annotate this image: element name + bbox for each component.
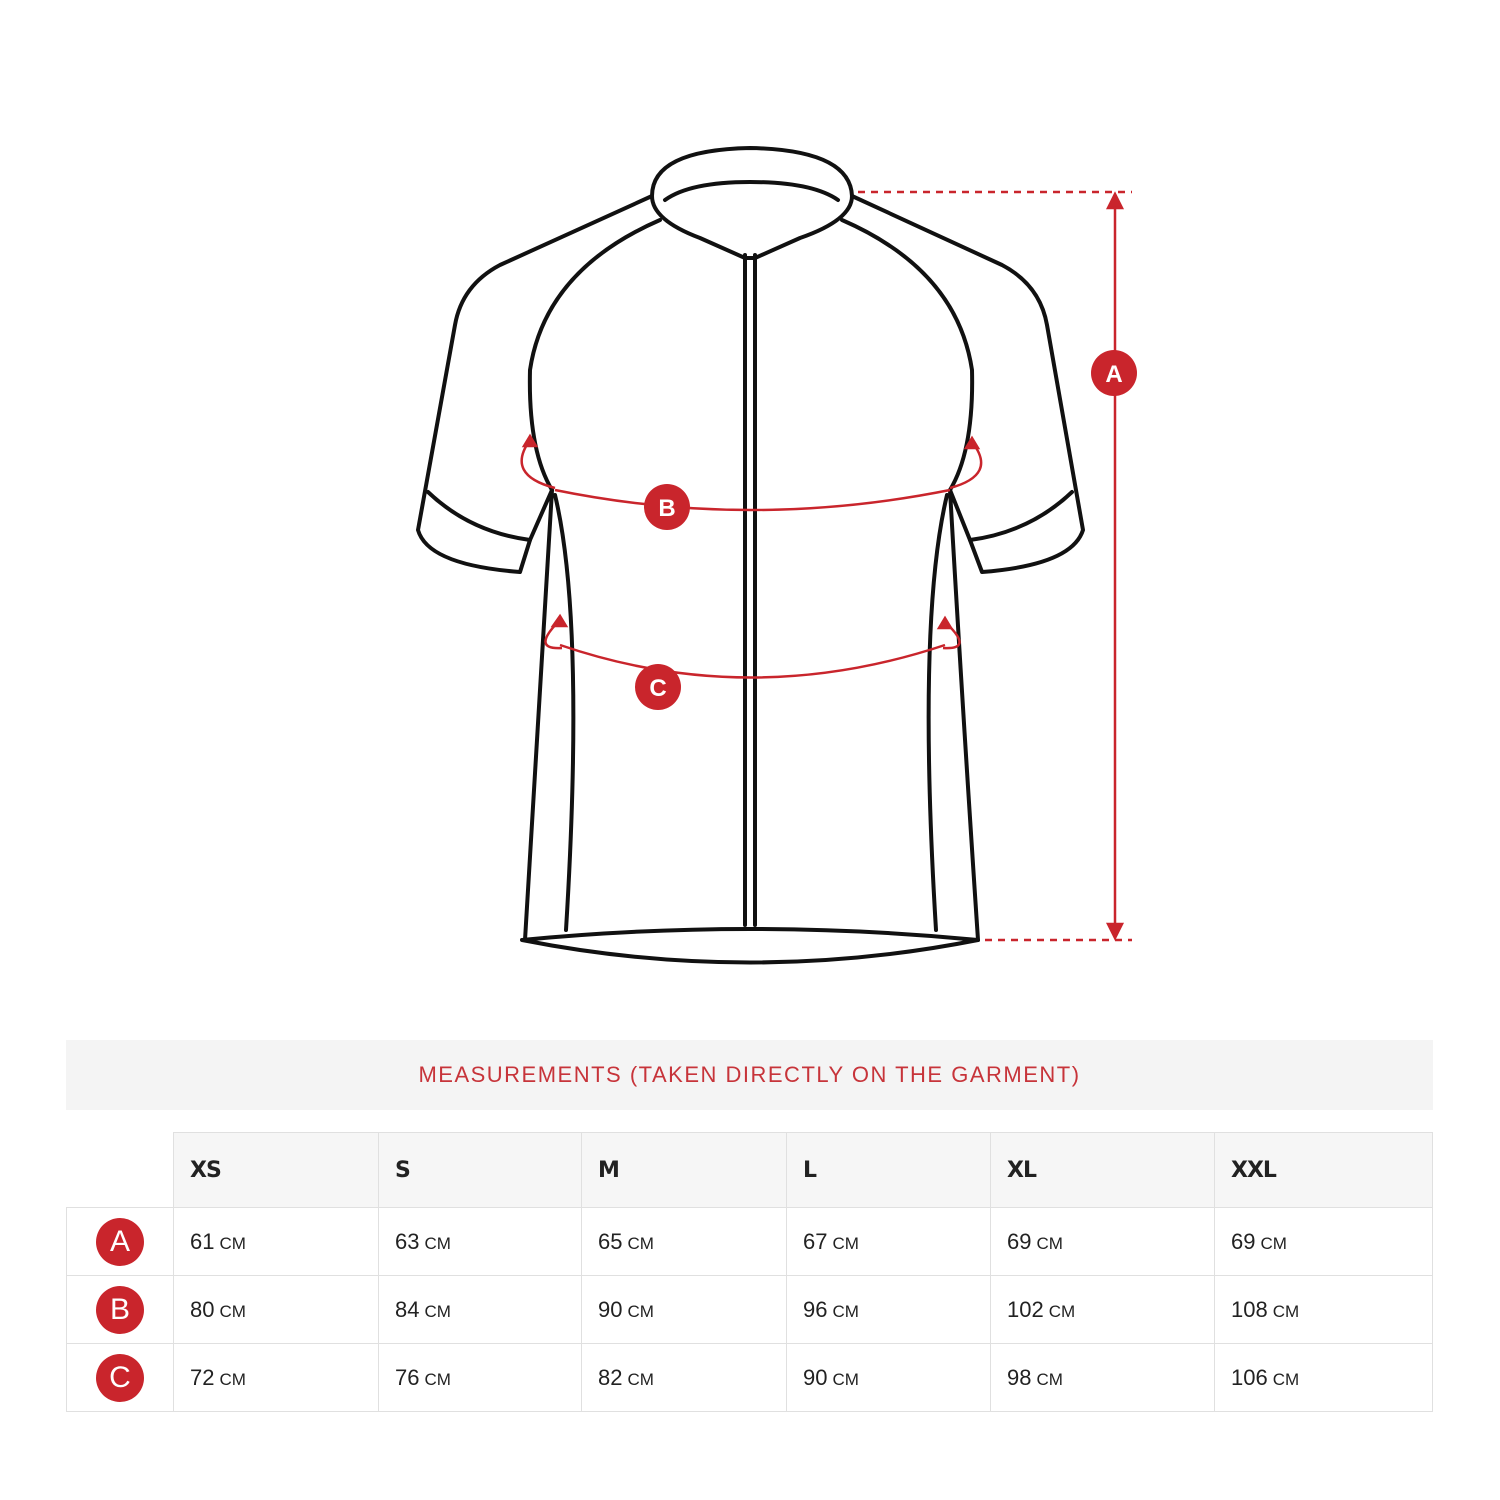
measurement-value: 90 xyxy=(598,1296,623,1322)
unit-label: CM xyxy=(1260,1233,1287,1253)
measurement-cell: 96 CM xyxy=(786,1275,991,1344)
table-row: C 72 CM 76 CM 82 CM 90 CM 98 CM 106 CM xyxy=(66,1343,1433,1412)
size-header: XL xyxy=(990,1132,1215,1208)
measurement-value: 82 xyxy=(598,1364,623,1390)
marker-c-label: C xyxy=(649,675,666,702)
measurement-value: 69 xyxy=(1231,1228,1256,1254)
hem xyxy=(520,927,980,965)
collar xyxy=(650,146,854,260)
measurement-cell: 63 CM xyxy=(378,1207,582,1276)
unit-label: CM xyxy=(424,1301,451,1321)
left-sleeve-body xyxy=(416,194,654,942)
unit-label: CM xyxy=(832,1233,859,1253)
table-row: A 61 CM 63 CM 65 CM 67 CM 69 CM 69 CM xyxy=(66,1207,1433,1276)
marker-c-icon xyxy=(635,664,681,710)
measurement-cell: 69 CM xyxy=(1214,1207,1433,1276)
measurement-cell: 61 CM xyxy=(173,1207,379,1276)
measurement-cell: 108 CM xyxy=(1214,1275,1433,1344)
unit-label: CM xyxy=(627,1301,654,1321)
unit-label: CM xyxy=(1272,1301,1300,1321)
measurement-value: 61 xyxy=(190,1228,215,1254)
marker-b-badge: B xyxy=(96,1285,144,1334)
measurement-cell: 65 CM xyxy=(581,1207,787,1276)
measurement-value: 72 xyxy=(190,1364,215,1390)
unit-label: CM xyxy=(627,1369,654,1389)
measurement-value: 90 xyxy=(803,1364,828,1390)
unit-label: CM xyxy=(1036,1233,1063,1253)
unit-label: CM xyxy=(1272,1369,1300,1389)
jersey-diagram: A B C xyxy=(416,146,1137,965)
unit-label: CM xyxy=(424,1369,451,1389)
marker-a-badge: A xyxy=(96,1217,144,1266)
marker-a-icon xyxy=(1091,350,1137,396)
measurement-value: 63 xyxy=(395,1228,420,1254)
unit-label: CM xyxy=(1048,1301,1076,1321)
measurement-cell: 69 CM xyxy=(990,1207,1215,1276)
measurement-value: 69 xyxy=(1007,1228,1032,1254)
measurement-value: 98 xyxy=(1007,1364,1032,1390)
measurement-value: 80 xyxy=(190,1296,215,1322)
zipper xyxy=(743,253,757,927)
marker-a-label: A xyxy=(1105,361,1122,388)
unit-label: CM xyxy=(1036,1369,1063,1389)
unit-label: CM xyxy=(424,1233,451,1253)
measurement-cell: 90 CM xyxy=(786,1343,991,1412)
measurement-value: 108 xyxy=(1231,1296,1268,1322)
measurement-cell: 98 CM xyxy=(990,1343,1215,1412)
table-title-band: MEASUREMENTS (TAKEN DIRECTLY ON THE GARM… xyxy=(66,1040,1433,1110)
size-header: XS xyxy=(173,1132,379,1208)
size-header: S xyxy=(378,1132,582,1208)
measurement-value: 106 xyxy=(1231,1364,1268,1390)
measurement-cell: 80 CM xyxy=(173,1275,379,1344)
measurement-value: 67 xyxy=(803,1228,828,1254)
measurement-value: 96 xyxy=(803,1296,828,1322)
marker-b-icon xyxy=(644,484,690,530)
measurement-cell: 76 CM xyxy=(378,1343,582,1412)
right-sleeve-body xyxy=(850,194,1085,942)
measurement-cell: 84 CM xyxy=(378,1275,582,1344)
measurement-value: 65 xyxy=(598,1228,623,1254)
size-header: M xyxy=(581,1132,787,1208)
unit-label: CM xyxy=(219,1301,246,1321)
corner-cell xyxy=(66,1132,174,1208)
header-row: XS S M L XL XXL xyxy=(66,1132,1433,1208)
marker-b-label: B xyxy=(658,495,675,522)
measurement-cell: 90 CM xyxy=(581,1275,787,1344)
unit-label: CM xyxy=(832,1369,859,1389)
measurement-cell: 82 CM xyxy=(581,1343,787,1412)
row-label-cell: C xyxy=(66,1343,174,1412)
size-header: XXL xyxy=(1214,1132,1433,1208)
unit-label: CM xyxy=(627,1233,654,1253)
unit-label: CM xyxy=(832,1301,859,1321)
measurement-cell: 102 CM xyxy=(990,1275,1215,1344)
unit-label: CM xyxy=(219,1369,246,1389)
size-header: L xyxy=(786,1132,991,1208)
marker-c-badge: C xyxy=(96,1353,144,1402)
row-label-cell: A xyxy=(66,1207,174,1276)
measurement-cell: 106 CM xyxy=(1214,1343,1433,1412)
measurement-cell: 67 CM xyxy=(786,1207,991,1276)
measurement-value: 84 xyxy=(395,1296,420,1322)
table-title: MEASUREMENTS (TAKEN DIRECTLY ON THE GARM… xyxy=(418,1062,1081,1087)
measurement-value: 102 xyxy=(1007,1296,1044,1322)
measurement-value: 76 xyxy=(395,1364,420,1390)
measurement-cell: 72 CM xyxy=(173,1343,379,1412)
table-row: B 80 CM 84 CM 90 CM 96 CM 102 CM 108 CM xyxy=(66,1275,1433,1344)
size-table: XS S M L XL XXL A 61 CM 63 CM 65 CM 67 CM 69 CM 69 C… xyxy=(66,1132,1433,1412)
row-label-cell: B xyxy=(66,1275,174,1344)
unit-label: CM xyxy=(219,1233,246,1253)
